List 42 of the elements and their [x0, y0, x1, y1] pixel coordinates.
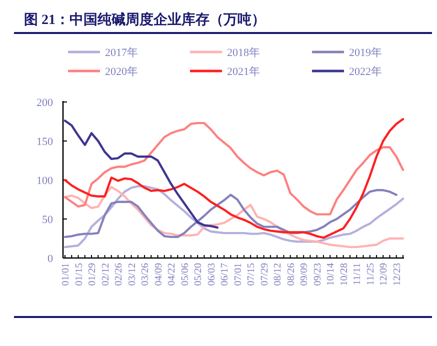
x-tick-label: 11/25	[365, 263, 376, 286]
legend-label: 2020年	[105, 66, 138, 78]
x-tick-label: 12/09	[378, 263, 390, 286]
y-tick-label: 0	[48, 253, 54, 265]
y-tick-label: 50	[42, 214, 54, 226]
y-tick-label: 150	[36, 136, 54, 148]
y-tick-label: 200	[36, 97, 54, 109]
y-tick-label: 100	[36, 175, 54, 187]
x-tick-label: 06/17	[220, 263, 231, 286]
x-tick-label: 02/12	[100, 263, 112, 286]
x-tick-label: 07/15	[246, 263, 258, 286]
x-tick-label: 10/14	[326, 263, 337, 286]
x-tick-label: 01/01	[60, 263, 72, 286]
legend-label: 2017年	[105, 47, 138, 59]
x-tick-label: 03/26	[140, 263, 152, 286]
legend-label: 2019年	[349, 47, 382, 59]
x-tick-label: 05/06	[180, 263, 191, 286]
x-tick-label: 04/22	[166, 263, 178, 286]
line-series	[64, 120, 219, 229]
legend-label: 2018年	[227, 47, 260, 59]
line-series	[64, 122, 404, 216]
x-tick-label: 11/11	[352, 263, 364, 286]
x-tick-label: 09/09	[299, 263, 310, 286]
x-tick-label: 12/23	[392, 263, 403, 286]
line-series	[64, 118, 404, 239]
x-tick-label: 01/15	[74, 263, 85, 286]
line-series	[64, 189, 398, 238]
x-tick-label: 01/29	[87, 263, 98, 286]
x-tick-label: 07/01	[232, 263, 244, 286]
x-tick-label: 07/29	[259, 263, 270, 286]
x-tick-label: 05/20	[193, 263, 204, 286]
x-tick-label: 04/09	[153, 263, 164, 286]
x-tick-label: 10/28	[338, 263, 350, 286]
x-tick-label: 06/03	[206, 263, 218, 286]
x-tick-label: 02/26	[114, 263, 125, 286]
legend-label: 2021年	[227, 66, 260, 78]
chart-title: 图 21：中国纯碱周度企业库存（万吨）	[24, 11, 266, 28]
legend-label: 2022年	[349, 66, 382, 78]
x-tick-label: 03/12	[126, 263, 138, 286]
x-tick-label: 08/12	[272, 263, 284, 286]
x-tick-label: 09/23	[312, 263, 324, 286]
x-tick-label: 08/26	[286, 263, 297, 286]
